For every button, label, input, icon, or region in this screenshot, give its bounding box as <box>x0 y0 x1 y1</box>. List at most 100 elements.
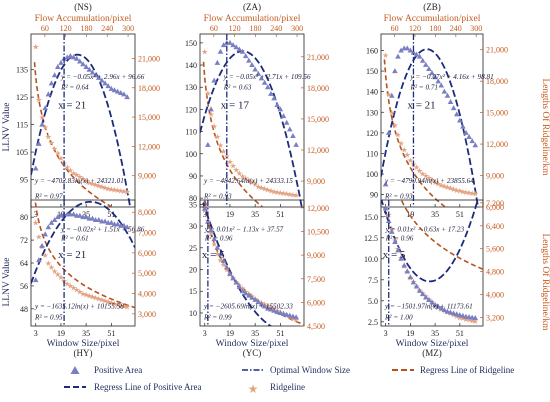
ridgeline-point: ★ <box>86 292 93 301</box>
y2-tick-label: 10,500 <box>307 228 329 237</box>
positive-area-point <box>220 42 227 48</box>
ridgeline-point: ★ <box>450 185 457 194</box>
ridgeline-point: ★ <box>435 179 442 188</box>
y-tick-label: 120 <box>366 129 378 138</box>
positive-area-point <box>118 90 124 96</box>
positive-area-point <box>419 291 426 297</box>
ridgeline-point: ★ <box>98 296 105 305</box>
ridgeline-point: ★ <box>270 187 277 196</box>
ridgeline-point: ★ <box>428 176 435 185</box>
x-tick-label: 19 <box>226 329 234 338</box>
positive-area-point <box>258 301 265 307</box>
positive-area-point <box>258 75 265 81</box>
positive-area-point <box>205 141 211 147</box>
x-tick-label: 3 <box>34 329 38 338</box>
plot-area: ★★★★★★★★★★★★★★★★★★★★★★★★★★★★★★ <box>201 200 304 326</box>
ridgeline-point: ★ <box>230 162 237 171</box>
ridgeline-point: ★ <box>239 172 246 181</box>
positive-area-point <box>280 310 287 316</box>
y2-tick-label: 6,000 <box>307 298 325 307</box>
positive-r2: R² = 0.96 <box>385 234 414 242</box>
ridgeline-point: ★ <box>438 181 445 190</box>
optimal-window-label: x = 21 <box>58 249 86 261</box>
ridgeline-point: ★ <box>211 122 218 131</box>
ridgeline-point: ★ <box>425 174 432 183</box>
y-tick-label: 15.0 <box>364 213 378 222</box>
positive-area-point <box>230 42 236 48</box>
positive-area-point <box>121 91 127 97</box>
positive-area-point <box>111 87 118 93</box>
ridgeline-regression-line <box>383 59 447 207</box>
positive-regression-line <box>201 200 273 326</box>
ridgeline-point: ★ <box>258 183 265 192</box>
ridgeline-point: ★ <box>73 171 80 180</box>
positive-area-point <box>208 227 214 233</box>
positive-area-point <box>385 129 392 135</box>
y-tick-label: 35 <box>189 200 197 209</box>
ridgeline-point: ★ <box>73 285 80 294</box>
positive-area-point <box>223 264 230 270</box>
ridgeline-point: ★ <box>385 90 392 99</box>
positive-area-point <box>64 54 71 60</box>
positive-area-point <box>444 92 451 98</box>
positive-area-point <box>239 48 246 54</box>
ridgeline-point: ★ <box>419 169 426 178</box>
positive-area-point <box>432 74 438 80</box>
panel-code: (NS) <box>74 2 92 12</box>
y-tick-label: 7.5 <box>368 276 378 285</box>
positive-area-point <box>268 306 274 312</box>
top-tick-label: 120 <box>229 24 241 33</box>
positive-area-point <box>233 279 240 285</box>
ridgeline-point: ★ <box>223 265 230 274</box>
top-axis-label: Flow Accumulation/pixel <box>204 14 301 24</box>
positive-r2: R² = 0.64 <box>60 83 89 91</box>
positive-area-point <box>283 311 290 317</box>
ridgeline-point: ★ <box>54 149 61 158</box>
optimal-window-label: x = 5 <box>383 249 406 261</box>
x-tick-label: 3 <box>384 329 388 338</box>
positive-area-point <box>220 257 227 263</box>
ridgeline-point: ★ <box>105 184 112 193</box>
positive-area-point <box>99 77 105 83</box>
ridgeline-point: ★ <box>42 123 49 132</box>
ridgeline-point: ★ <box>95 181 102 190</box>
top-tick-label: 240 <box>450 24 462 33</box>
y-tick-label: 64 <box>20 259 28 268</box>
y-tick-label: 15 <box>189 287 197 296</box>
positive-area-point <box>460 123 466 129</box>
optimal-window-label: x = 21 <box>58 99 86 111</box>
positive-area-point <box>419 57 426 63</box>
legend: Positive Area Regress Line of Positive A… <box>64 365 514 396</box>
x-tick-label: 35 <box>251 210 259 219</box>
positive-area-point <box>217 48 224 54</box>
ridgeline-point: ★ <box>79 289 86 298</box>
y2-tick-label: 4,000 <box>486 291 504 300</box>
y-tick-label: 105 <box>16 148 28 157</box>
ridgeline-r2: R² = 0.97 <box>34 192 63 200</box>
x-tick-label: 3 <box>34 210 38 219</box>
y-tick-label: 160 <box>366 46 378 55</box>
legend-ridgeline-marker: ★ <box>248 382 259 396</box>
y-tick-label: 150 <box>185 39 197 48</box>
ridgeline-point: ★ <box>264 185 271 194</box>
plot-frame <box>30 33 136 208</box>
ridgeline-point: ★ <box>207 110 214 119</box>
positive-area-point <box>264 305 271 311</box>
ridgeline-point: ★ <box>280 189 287 198</box>
y2-tick-label: 21,000 <box>138 54 160 63</box>
top-tick-label: 60 <box>391 24 399 33</box>
legend-positive-label: Positive Area <box>94 365 142 375</box>
ridgeline-point: ★ <box>432 178 439 187</box>
positive-area-point <box>398 47 404 53</box>
positive-area-point <box>438 82 445 88</box>
positive-area-point <box>51 72 58 78</box>
positive-area-point <box>70 211 77 217</box>
ridgeline-point: ★ <box>48 138 55 147</box>
x-tick-label: 51 <box>107 329 115 338</box>
positive-area-point <box>233 44 240 50</box>
ridgeline-point: ★ <box>35 95 42 104</box>
positive-area-point <box>413 51 420 57</box>
y2-tick-label: 15,000 <box>138 113 160 122</box>
positive-area-point <box>271 95 277 101</box>
positive-area-point <box>472 142 479 148</box>
